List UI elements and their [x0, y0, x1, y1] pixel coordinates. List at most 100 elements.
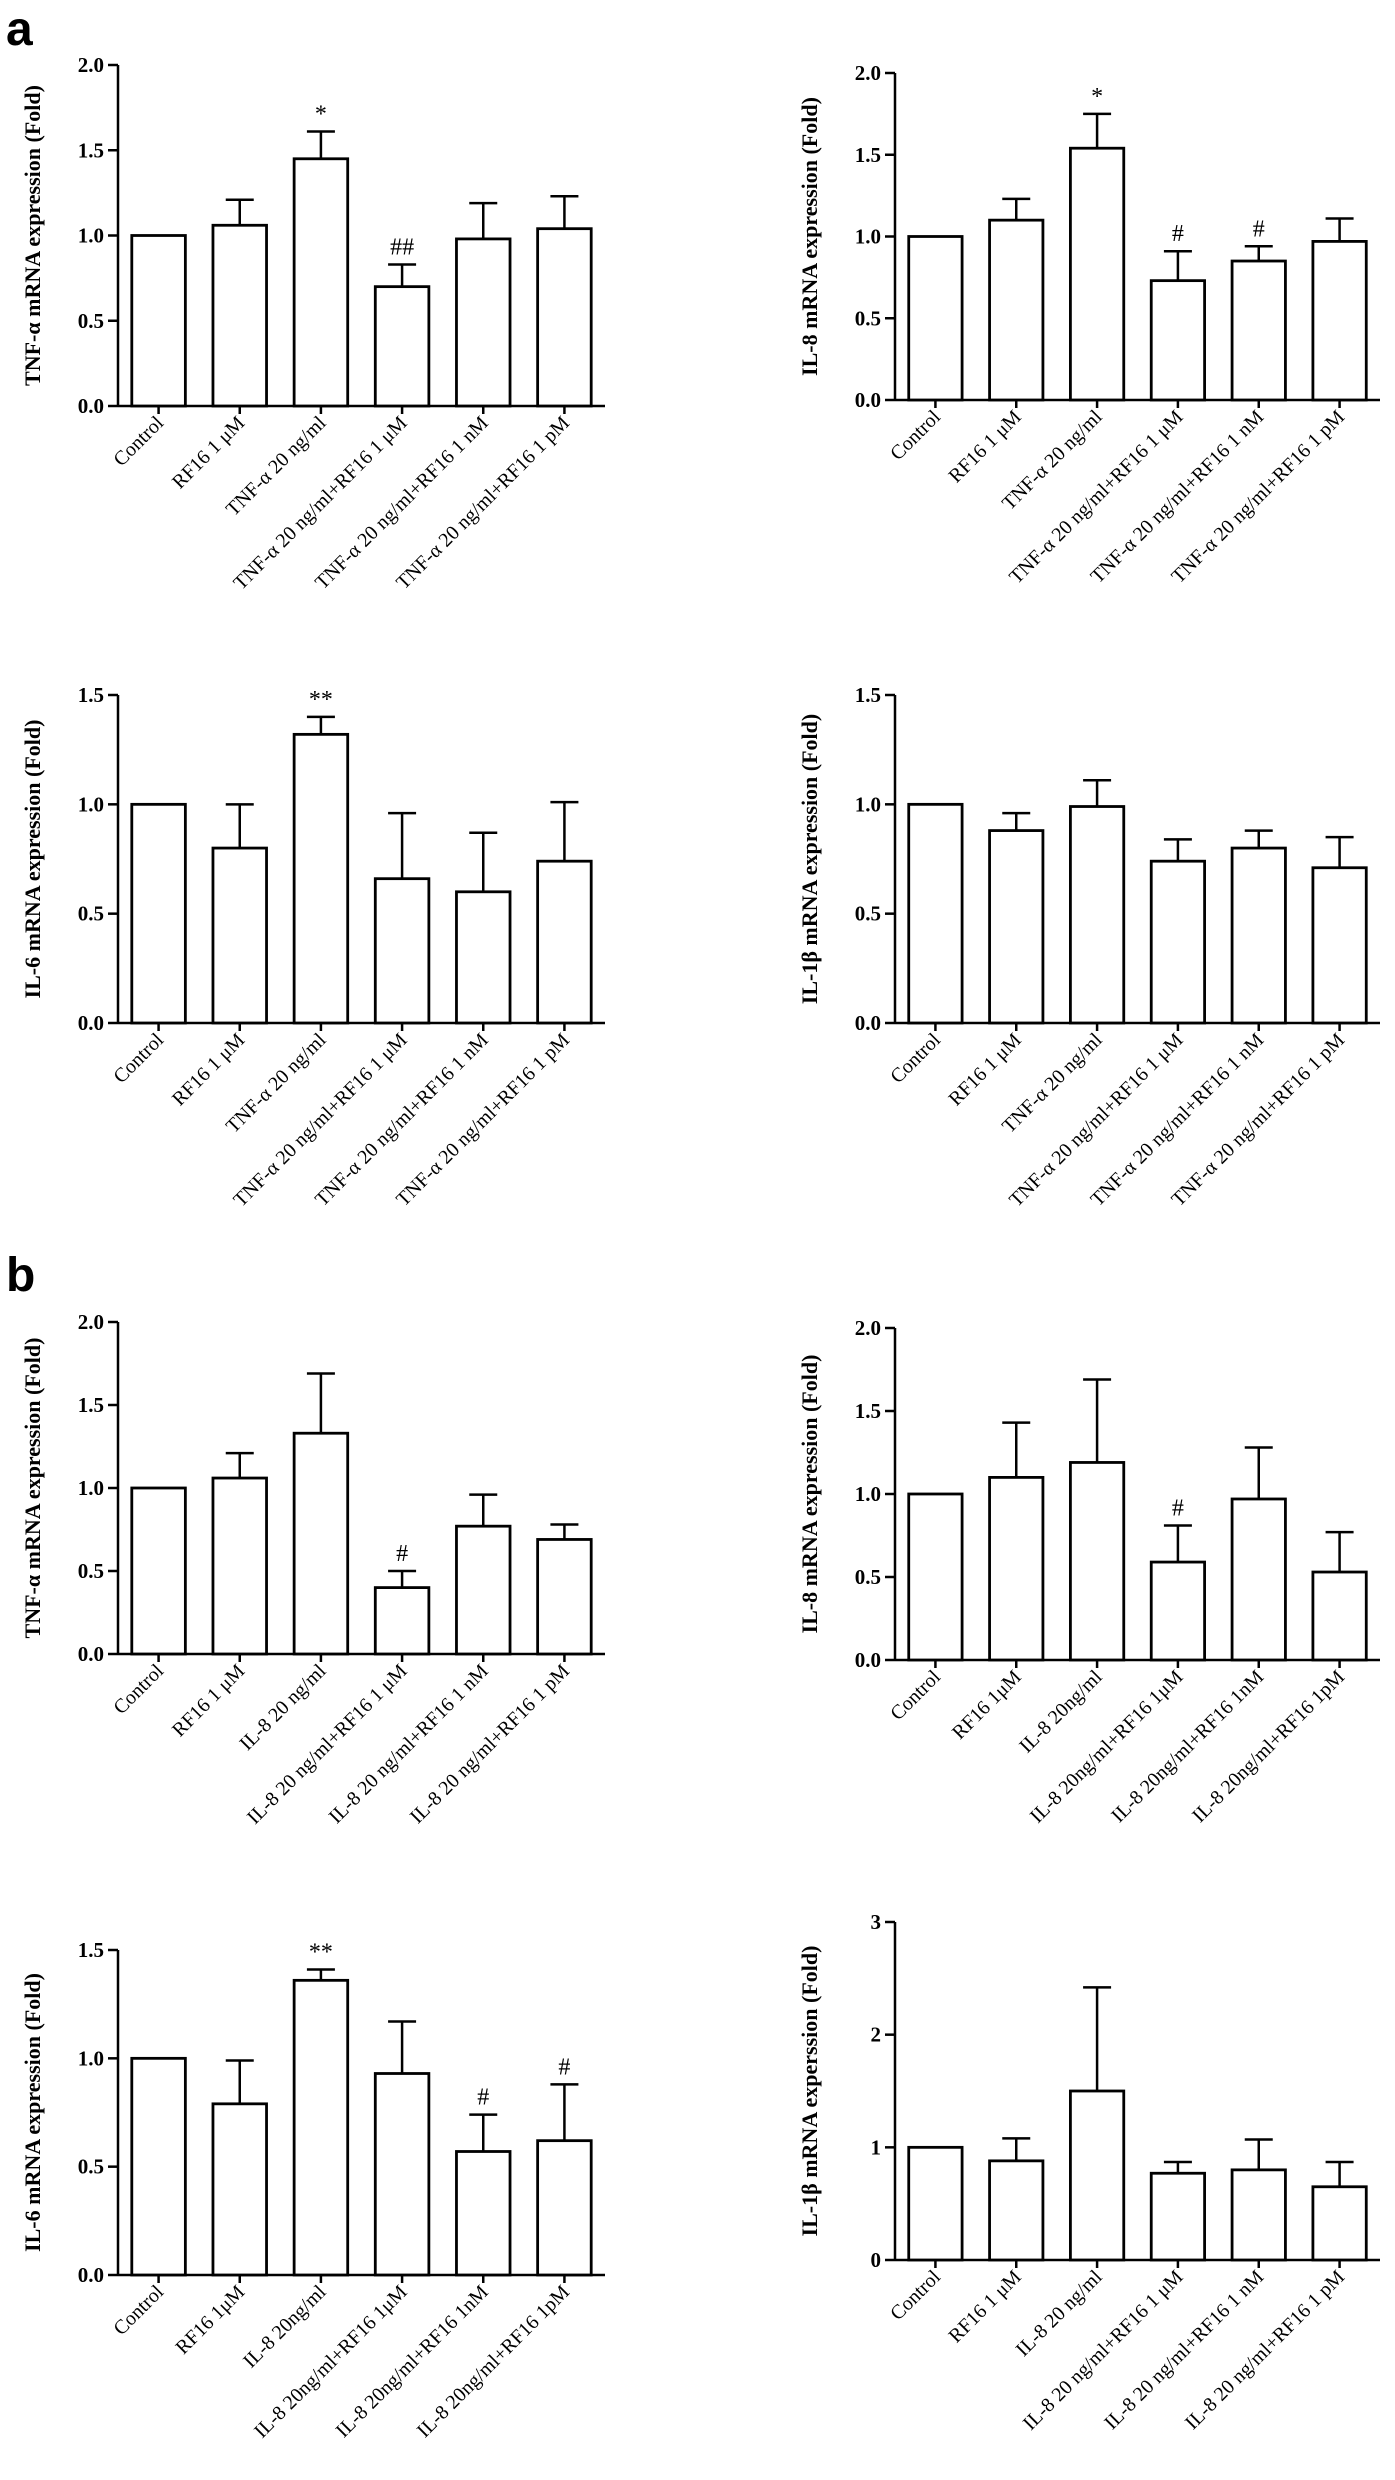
x-tick-label: RF16 1μM	[172, 2281, 250, 2359]
y-tick-label: 0.5	[855, 1565, 881, 1589]
bar	[211, 223, 268, 408]
y-tick-label: 0.5	[78, 1559, 104, 1583]
x-tick-label: RF16 1 μM	[168, 1029, 249, 1110]
x-tick-label: IL-8 20ng/ml+RF16 1μM	[250, 2281, 412, 2443]
y-tick-label: 1.0	[78, 224, 104, 248]
x-tick-label: RF16 1μM	[948, 1666, 1026, 1744]
x-tick-label: IL-8 20 ng/ml+RF16 1 μM	[243, 1660, 412, 1829]
y-tick-label: 1.0	[855, 1482, 881, 1506]
bar	[292, 1431, 350, 1656]
significance-mark: #	[477, 2085, 489, 2111]
bar	[988, 829, 1045, 1025]
x-tick-label: IL-8 20 ng/ml+RF16 1 nM	[1100, 2266, 1268, 2434]
bar	[373, 285, 431, 408]
x-tick-label: TNF-α 20 ng/ml+RF16 1 nM	[1086, 406, 1268, 588]
y-tick-label: 2.0	[78, 53, 104, 77]
x-tick-label: IL-8 20ng/ml+RF16 1μM	[1026, 1666, 1188, 1828]
y-tick-label: 1.5	[78, 683, 104, 707]
bar	[1069, 146, 1126, 402]
y-tick-label: 0.0	[78, 1011, 104, 1035]
bar	[1230, 846, 1287, 1025]
x-tick-label: Control	[886, 1029, 945, 1088]
x-tick-label: TNF-α 20 ng/ml+RF16 1 pM	[1167, 1029, 1349, 1211]
bar	[1149, 1560, 1206, 1662]
bar	[536, 859, 593, 1025]
significance-mark: #	[1172, 221, 1184, 247]
bar	[1230, 2168, 1287, 2262]
bar	[1149, 859, 1206, 1025]
x-tick-label: TNF-α 20 ng/ml+RF16 1 pM	[1167, 406, 1349, 588]
x-tick-label: TNF-α 20 ng/ml+RF16 1 μM	[229, 1029, 411, 1211]
bar	[455, 2150, 512, 2277]
y-tick-label: 0.0	[78, 2263, 104, 2287]
y-tick-label: 3	[871, 1910, 882, 1934]
bar	[455, 1524, 512, 1656]
y-tick-label: 0.0	[78, 1642, 104, 1666]
bar	[536, 227, 593, 408]
bar	[988, 2159, 1045, 2262]
chart-2: 0.0 0.5 1.0 1.5 2.0 IL-8 mRNA expression (Fol…	[797, 61, 1380, 588]
x-tick-label: Control	[886, 1666, 945, 1725]
x-tick-label: IL-8 20ng/ml+RF16 1pM	[413, 2281, 574, 2442]
y-tick-label: 1.0	[78, 792, 104, 816]
y-tick-label: 0.5	[78, 309, 104, 333]
x-tick-label: Control	[886, 2266, 945, 2325]
bar	[373, 1586, 431, 1656]
x-tick-label: RF16 1 μM	[944, 406, 1025, 487]
x-tick-label: Control	[109, 1660, 168, 1719]
bar	[130, 2056, 187, 2277]
y-tick-label: 0.5	[855, 306, 881, 330]
x-tick-label: IL-8 20ng/ml+RF16 1pM	[1188, 1666, 1349, 1827]
y-axis-title: IL-6 mRNA expression (Fold)	[20, 720, 45, 999]
bar	[211, 2102, 268, 2277]
x-tick-label: RF16 1 μM	[944, 2266, 1025, 2347]
y-tick-label: 0.5	[855, 902, 881, 926]
bar	[907, 802, 964, 1025]
y-axis-title: IL-8 mRNA expression (Fold)	[797, 97, 822, 376]
y-tick-label: 1.5	[78, 1393, 104, 1417]
bar	[536, 2139, 593, 2277]
chart-7: 0.0 0.5 1.0 1.5 IL-6 mRNA expression (Fold) C…	[20, 1938, 605, 2443]
y-tick-label: 1.5	[78, 1938, 104, 1962]
bar	[455, 890, 512, 1025]
x-tick-label: Control	[109, 412, 168, 471]
y-tick-label: 0.0	[855, 388, 881, 412]
bar	[1311, 2185, 1368, 2262]
y-tick-label: 0.0	[855, 1011, 881, 1035]
bar	[1069, 1461, 1126, 1662]
bar	[1311, 866, 1368, 1025]
chart-8: 0 1 2 3 IL-1β mRNA experssion (Fold) Control R…	[797, 1910, 1380, 2435]
bar	[292, 732, 350, 1025]
x-tick-label: Control	[109, 2281, 168, 2340]
x-tick-label: RF16 1 μM	[168, 1660, 249, 1741]
y-tick-label: 0.5	[78, 902, 104, 926]
significance-mark: **	[309, 687, 333, 713]
x-tick-label: IL-8 20 ng/ml+RF16 1 nM	[325, 1660, 493, 1828]
y-tick-label: 1	[871, 2135, 882, 2159]
x-tick-label: IL-8 20 ng/ml+RF16 1 pM	[1181, 2266, 1349, 2434]
y-tick-label: 0	[871, 2248, 882, 2272]
bar	[1149, 2171, 1206, 2262]
y-tick-label: 1.5	[855, 1399, 881, 1423]
y-tick-label: 0.0	[855, 1648, 881, 1672]
bar	[130, 234, 187, 408]
significance-mark: #	[1172, 1496, 1184, 1522]
x-tick-label: IL-8 20ng/ml+RF16 1nM	[1107, 1666, 1268, 1827]
bar	[1069, 805, 1126, 1025]
x-tick-label: Control	[109, 1029, 168, 1088]
bar	[1230, 259, 1287, 402]
y-tick-label: 1.5	[855, 683, 881, 707]
y-tick-label: 1.0	[855, 225, 881, 249]
bar	[1311, 240, 1368, 402]
bar	[455, 237, 512, 408]
significance-mark: #	[1253, 216, 1265, 242]
y-tick-label: 1.5	[855, 143, 881, 167]
bar	[373, 877, 431, 1025]
x-tick-label: IL-8 20 ng/ml+RF16 1 μM	[1019, 2266, 1188, 2435]
y-axis-title: TNF-α mRNA expression (Fold)	[20, 1338, 45, 1639]
y-axis-title: IL-1β mRNA expression (Fold)	[797, 714, 822, 1004]
y-axis-title: IL-8 mRNA expression (Fold)	[797, 1355, 822, 1634]
bar	[292, 1978, 350, 2277]
bar	[536, 1538, 593, 1656]
bar	[988, 1476, 1045, 1662]
